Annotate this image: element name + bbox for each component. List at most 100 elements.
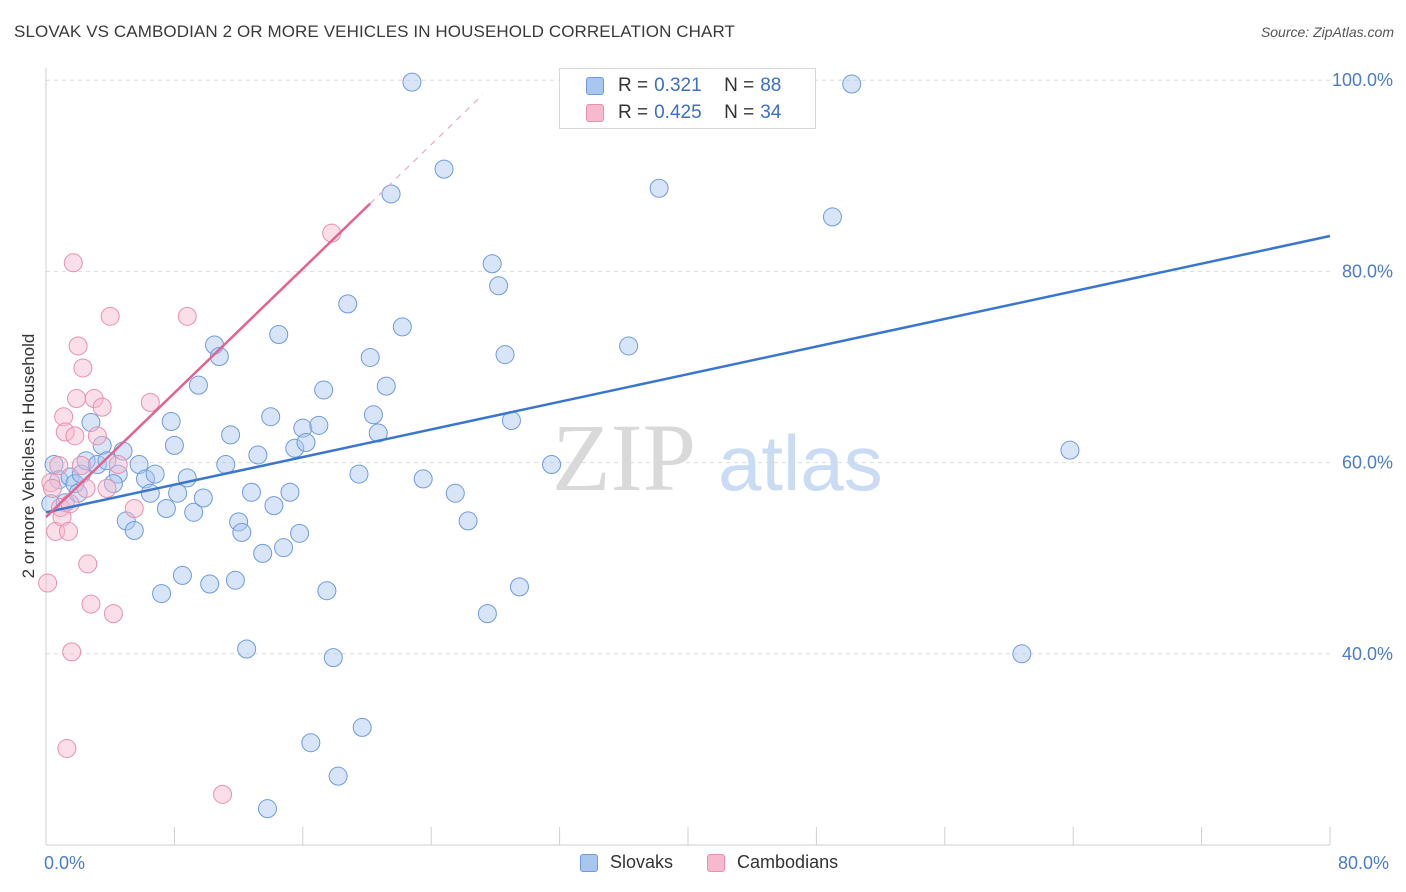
slovak-point <box>136 469 156 489</box>
watermark-atlas: atlas <box>718 419 883 507</box>
cambodian-point <box>68 336 88 356</box>
slovak-point <box>248 445 268 465</box>
source-label: Source: ZipAtlas.com <box>1260 24 1394 40</box>
legend-n-label: N = <box>724 75 755 96</box>
y-tick-labels: 40.0% 60.0% 80.0% 100.0% <box>1332 70 1393 664</box>
cambodian-point <box>76 478 96 498</box>
slovak-point <box>301 733 321 753</box>
series-legend: Slovaks Cambodians <box>580 852 872 873</box>
cambodian-point <box>213 784 233 804</box>
legend-r-value: 0.425 <box>654 102 702 123</box>
cambodian-point <box>124 498 144 518</box>
y-tick-label: 60.0% <box>1342 453 1393 473</box>
slovak-point <box>221 425 241 445</box>
slovak-point <box>108 464 128 484</box>
legend-item-slovaks[interactable]: Slovaks <box>580 852 673 873</box>
slovak-point <box>156 498 176 518</box>
slovak-point <box>274 538 294 558</box>
chart-title: SLOVAK VS CAMBODIAN 2 OR MORE VEHICLES I… <box>14 22 736 41</box>
slovak-point <box>314 380 334 400</box>
axes <box>45 68 1331 846</box>
slovak-point <box>349 464 369 484</box>
legend-n-label: N = <box>724 102 755 123</box>
slovak-point <box>1012 644 1032 664</box>
slovak-trend-line <box>45 234 1331 514</box>
slovak-point <box>482 254 502 274</box>
cambodian-point <box>71 455 91 475</box>
slovak-point <box>822 207 842 227</box>
slovak-point <box>188 375 208 395</box>
slovak-point <box>257 799 277 819</box>
cambodian-point <box>66 389 86 409</box>
slovak-point <box>1060 440 1080 460</box>
cambodian-point <box>55 422 75 442</box>
x-tick-label-min: 0.0% <box>44 853 85 873</box>
slovak-point <box>168 483 188 503</box>
slovak-point <box>293 418 313 438</box>
slovak-point <box>619 336 639 356</box>
cambodian-point <box>65 426 85 446</box>
slovak-point <box>309 415 329 435</box>
slovak-point <box>392 317 412 337</box>
cambodian-point <box>100 306 120 326</box>
slovak-point <box>200 574 220 594</box>
slovak-point <box>172 565 192 585</box>
slovak-point <box>164 435 184 455</box>
cambodian-point <box>140 392 160 412</box>
cambodian-point <box>60 494 80 514</box>
cambodian-point <box>54 407 74 427</box>
slovak-point <box>145 464 165 484</box>
slovak-swatch <box>586 77 604 95</box>
slovak-point <box>237 639 257 659</box>
slovak-point <box>60 467 80 487</box>
y-tick-label: 80.0% <box>1342 261 1393 281</box>
slovak-point <box>328 766 348 786</box>
slovak-point <box>253 543 273 563</box>
slovak-point <box>649 178 669 198</box>
legend-n-value: 88 <box>760 75 782 96</box>
slovak-point <box>193 488 213 508</box>
slovak-point <box>184 502 204 522</box>
slovak-point <box>434 159 454 179</box>
slovak-point <box>290 523 310 543</box>
x-tick-label-max: 80.0% <box>1338 853 1389 873</box>
slovak-point <box>509 577 529 597</box>
slovak-point <box>264 496 284 516</box>
slovak-point <box>285 438 305 458</box>
slovak-point <box>124 520 144 540</box>
slovak-point <box>360 347 380 367</box>
slovak-point <box>317 581 337 601</box>
slovak-point <box>489 276 509 296</box>
slovak-point <box>87 455 107 475</box>
slovak-point <box>352 717 372 737</box>
cambodian-point <box>57 738 77 758</box>
slovak-point <box>241 482 261 502</box>
slovak-point <box>413 469 433 489</box>
legend-label-cambodians: Cambodians <box>737 852 839 872</box>
slovak-point <box>129 455 149 475</box>
y-tick-label: 40.0% <box>1342 644 1393 664</box>
cambodian-trend-line <box>45 202 372 518</box>
cambodian-point <box>87 426 107 446</box>
slovak-point <box>376 376 396 396</box>
slovak-point <box>445 483 465 503</box>
cambodian-trend-extension <box>369 94 483 204</box>
legend-item-cambodians[interactable]: Cambodians <box>707 852 838 873</box>
slovak-point <box>216 455 236 475</box>
slovak-swatch <box>580 853 598 872</box>
slovak-point <box>842 74 862 94</box>
legend-label-slovaks: Slovaks <box>610 852 674 872</box>
cambodian-point <box>78 554 98 574</box>
cambodian-point <box>73 358 93 378</box>
cambodian-point <box>63 253 83 273</box>
slovak-point <box>338 294 358 314</box>
cambodian-point <box>108 455 128 475</box>
slovak-point <box>152 584 172 604</box>
legend-row-cambodians: R = 0.425 N = 34 <box>586 101 781 125</box>
legend: R = 0.321 N = 88 R = 0.425 N = 34 <box>559 68 816 129</box>
cambodian-point <box>81 594 101 614</box>
slovak-point <box>261 407 281 427</box>
watermark-zip: ZIP <box>552 404 696 511</box>
cambodian-swatch <box>707 853 726 872</box>
